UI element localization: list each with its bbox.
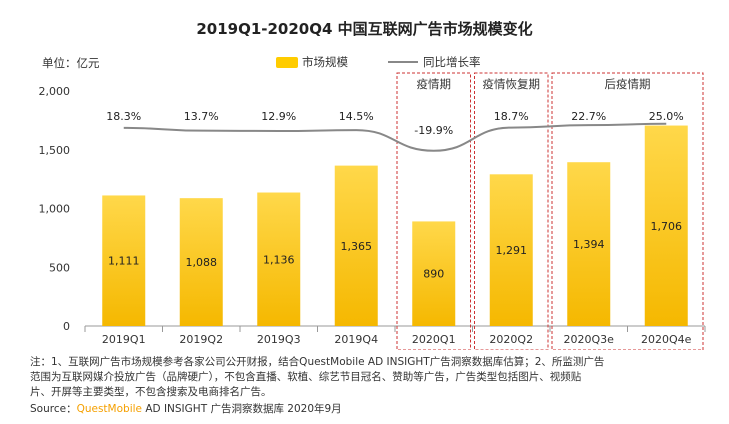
bar — [644, 125, 688, 326]
y-tick-label: 1,000 — [39, 203, 71, 216]
bar-value-label: 1,706 — [651, 220, 683, 233]
x-tick-label: 2019Q4 — [334, 333, 378, 346]
bar-value-label: 1,365 — [341, 240, 373, 253]
period-box — [474, 72, 549, 350]
source-prefix: Source： — [30, 403, 77, 415]
period-box — [396, 72, 471, 350]
y-tick-label: 0 — [63, 320, 70, 333]
bar-value-label: 1,088 — [186, 256, 218, 269]
source-line: Source：QuestMobile AD INSIGHT 广告洞察数据库 20… — [30, 401, 342, 416]
legend-line-label: 同比增长率 — [423, 55, 481, 69]
y-tick-label: 500 — [49, 261, 70, 274]
legend-bar-swatch — [276, 56, 298, 68]
source-rest: AD INSIGHT 广告洞察数据库 2020年9月 — [142, 403, 342, 415]
growth-rate-label: 13.7% — [184, 110, 219, 123]
footnote-line-3: 片、开屏等主要类型，不包含搜索及电商排名广告。 — [30, 386, 272, 398]
growth-rate-line — [123, 122, 667, 152]
period-label: 疫情恢复期 — [483, 77, 541, 91]
x-tick-label: 2019Q1 — [102, 333, 146, 346]
bar — [257, 192, 301, 326]
source-brand: QuestMobile — [76, 403, 142, 415]
x-tick-label: 2020Q1 — [412, 333, 456, 346]
growth-rate-label: 25.0% — [649, 110, 684, 123]
chart-title: 2019Q1-2020Q4 中国互联网广告市场规模变化 — [196, 20, 533, 38]
unit-label: 单位：亿元 — [42, 56, 100, 70]
growth-rate-label: 12.9% — [261, 110, 296, 123]
bar-value-label: 1,111 — [108, 255, 140, 268]
legend-bar-label: 市场规模 — [302, 55, 348, 69]
bar — [334, 165, 378, 326]
bar — [179, 198, 223, 326]
footnote-line-1: 注：1、互联网广告市场规模参考各家公司公开财报，结合QuestMobile AD… — [30, 356, 605, 368]
period-label: 疫情期 — [417, 77, 452, 91]
chart-plot: 0 500 1,000 1,500 2,000 2019Q1 2019Q2 2019Q3 201… — [39, 72, 706, 350]
x-tick-label: 2019Q2 — [179, 333, 223, 346]
y-tick-label: 1,500 — [39, 144, 71, 157]
x-tick-label: 2020Q3e — [564, 333, 615, 346]
y-tick-label: 2,000 — [39, 85, 71, 98]
bar — [567, 162, 611, 326]
bar-value-label: 1,394 — [573, 238, 605, 251]
legend-line-swatch — [388, 61, 418, 63]
bar-value-label: 890 — [423, 268, 444, 281]
period-box — [551, 72, 704, 350]
bar-value-label: 1,136 — [263, 253, 295, 266]
x-tick-label: 2020Q2 — [489, 333, 533, 346]
period-label: 后疫情期 — [605, 77, 651, 91]
legend: 市场规模 同比增长率 — [276, 54, 481, 70]
bar — [102, 195, 146, 326]
footnote-line-2: 范围为互联网媒介投放广告（品牌硬广），不包含直播、软植、综艺节目冠名、赞助等广告… — [30, 371, 582, 383]
bar — [412, 221, 456, 326]
growth-rate-label: -19.9% — [414, 124, 453, 137]
bar-value-label: 1,291 — [496, 244, 528, 257]
growth-rate-label: 22.7% — [571, 110, 606, 123]
x-tick-label: 2020Q4e — [641, 333, 692, 346]
growth-rate-label: 18.3% — [106, 110, 141, 123]
growth-rate-label: 18.7% — [494, 110, 529, 123]
x-tick-label: 2019Q3 — [257, 333, 301, 346]
bar — [489, 174, 533, 326]
growth-rate-label: 14.5% — [339, 110, 374, 123]
footnote: 注：1、互联网广告市场规模参考各家公司公开财报，结合QuestMobile AD… — [30, 355, 710, 400]
